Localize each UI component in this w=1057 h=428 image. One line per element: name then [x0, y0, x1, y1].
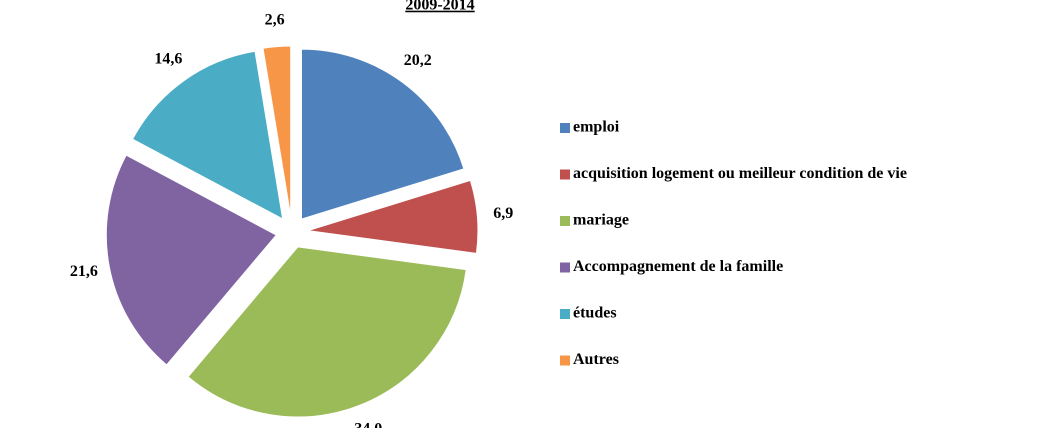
data-label: 6,9 — [493, 205, 513, 222]
legend-label: Accompagnement de la famille — [573, 258, 783, 275]
data-label: 2,6 — [265, 11, 285, 28]
pie-slice — [262, 45, 292, 217]
legend-label: Autres — [573, 351, 619, 368]
legend-swatch — [560, 216, 570, 226]
pie-slice — [307, 179, 479, 254]
chart-title: 2009-2014 — [405, 0, 474, 14]
data-label: 14,6 — [154, 50, 182, 67]
legend-swatch — [560, 355, 570, 366]
legend-label: mariage — [573, 212, 629, 229]
data-label: 34,0 — [354, 420, 382, 428]
legend-label: emploi — [573, 119, 620, 136]
pie-slice — [187, 246, 467, 418]
legend-swatch — [560, 262, 570, 273]
pie-slice — [131, 50, 284, 220]
data-label: 20,2 — [404, 52, 432, 69]
pie-slice — [105, 154, 278, 366]
legend-swatch — [560, 309, 570, 319]
legend-label: acquisition logement ou meilleur conditi… — [573, 165, 907, 182]
pie-slice — [300, 48, 465, 220]
legend-label: études — [573, 305, 617, 322]
legend-swatch — [560, 169, 570, 180]
legend-swatch — [560, 123, 570, 133]
data-label: 21,6 — [70, 263, 98, 280]
